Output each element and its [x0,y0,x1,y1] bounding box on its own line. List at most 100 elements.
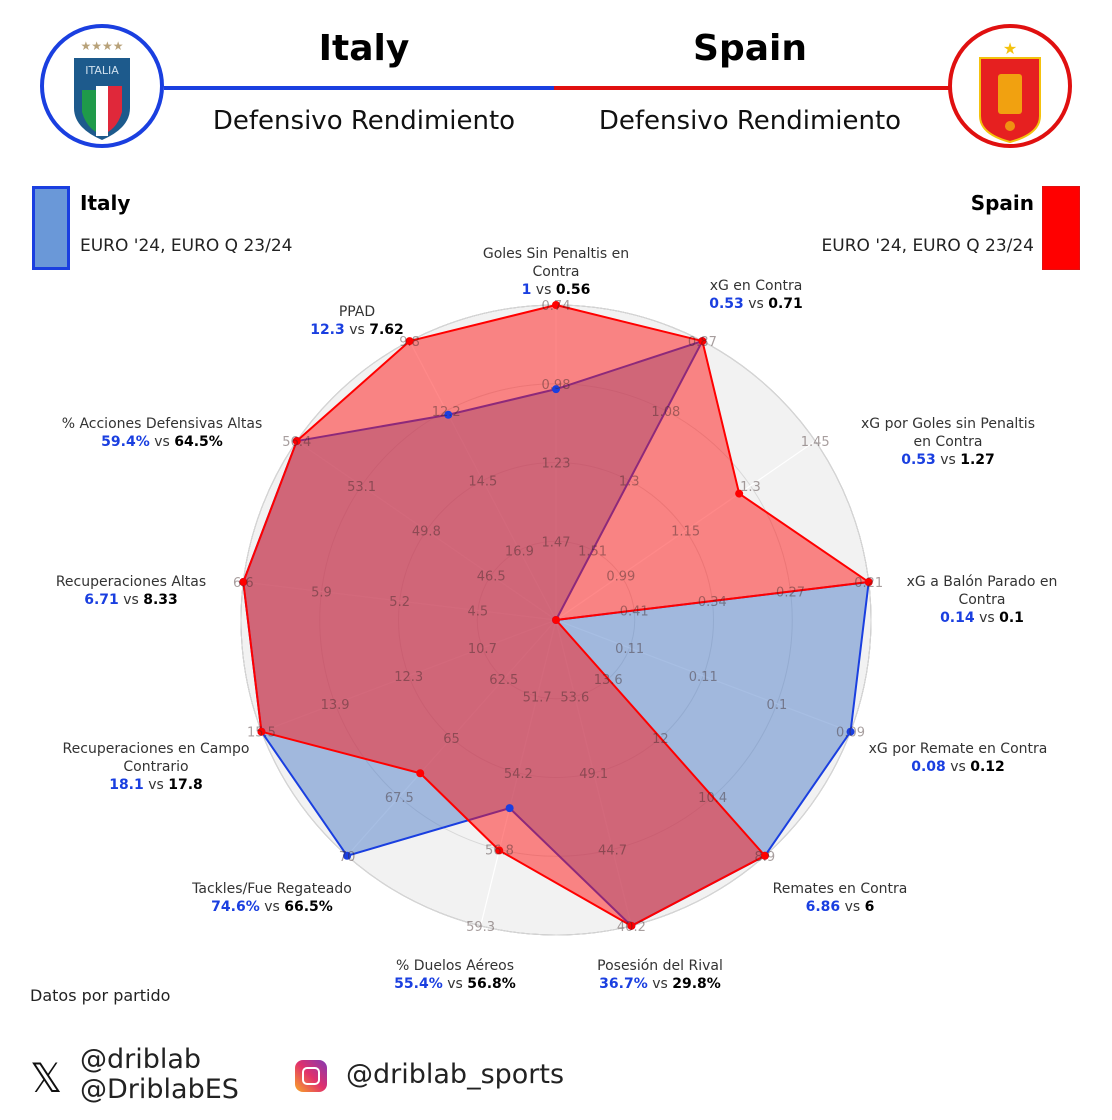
data-point-spain [292,437,301,446]
spain-value: 0.1 [999,610,1024,626]
tick-label: 1.08 [651,405,680,420]
data-point-spain [416,769,425,778]
axis-name: % Duelos Aéreos [395,958,515,974]
spain-legend-name: Spain [970,191,1034,215]
data-point-italy [444,410,453,419]
spain-value: 0.12 [970,759,1005,775]
vs-label: vs [652,976,668,992]
italy-value: 59.4% [101,434,150,450]
tick-label: 1.15 [671,525,700,540]
tick-label: 10.4 [698,791,727,806]
tick-label: 1.45 [801,435,830,450]
spain-value: 0.71 [768,296,803,312]
axis-name: % Acciones Defensivas Altas [61,416,263,432]
data-point-italy [846,727,855,736]
tick-label: 1.3 [740,480,761,495]
tick-label: 1.23 [542,457,571,472]
vs-label: vs [748,296,764,312]
tick-label: 10.7 [468,642,497,657]
spain-value: 7.62 [369,322,404,338]
italy-value: 74.6% [211,899,260,915]
italy-value: 55.4% [394,976,443,992]
axis-values: 0.08 vs 0.12 [863,758,1053,776]
spain-value: 6 [864,899,875,915]
data-point-spain [552,301,560,309]
data-point-spain [239,578,248,587]
tick-label: 0.34 [698,595,727,610]
vs-label: vs [123,592,139,608]
tick-label: 65 [443,732,460,747]
instagram-handle[interactable]: @driblab_sports [346,1059,565,1090]
tick-label: 5.9 [311,586,332,601]
tick-label: 0.1 [767,698,788,713]
tick-label: 5.2 [389,595,410,610]
tick-label: 51.7 [523,690,552,705]
tick-label: 40.2 [617,920,646,935]
vs-label: vs [979,610,995,626]
tick-label: 13.9 [321,698,350,713]
axis-values: 18.1 vs 17.8 [46,776,266,794]
tick-label: 1.3 [619,475,640,490]
vs-label: vs [148,777,164,793]
vs-label: vs [154,434,170,450]
x-handle-primary[interactable]: @driblab [80,1044,202,1075]
tick-label: 46.5 [477,569,506,584]
spain-legend-swatch [1042,186,1080,270]
italy-value: 18.1 [109,777,144,793]
vs-label: vs [844,899,861,915]
tick-label: 0.87 [688,335,717,350]
tick-label: 56.4 [282,435,311,450]
left-subtitle: Defensivo Rendimiento [212,106,516,136]
tick-label: 59.3 [466,920,495,935]
tick-label: 0.11 [689,670,718,685]
vs-label: vs [349,322,365,338]
tick-label: 0.27 [776,586,805,601]
axis-name: xG a Balón Parado en Contra [906,574,1058,608]
axis-name: xG en Contra [709,278,803,294]
axis-label: Tackles/Fue Regateado 74.6% vs 66.5% [162,880,382,916]
spain-value: 66.5% [284,899,333,915]
axis-name: xG por Goles sin Penaltis en Contra [861,416,1035,450]
axis-label: Remates en Contra 6.86 vs 6 [730,880,950,916]
tick-label: 0.41 [620,605,649,620]
data-point-italy [343,851,352,860]
spain-crest-logo: ★ [948,24,1072,148]
axis-name: PPAD [338,304,376,320]
axis-values: 1 vs 0.56 [461,281,651,299]
spain-header-line [554,86,950,90]
data-point-spain [627,921,636,930]
data-point-spain [698,337,707,346]
axis-name: Goles Sin Penaltis en Contra [482,246,630,280]
tick-label: 13.6 [594,673,623,688]
axis-label: Goles Sin Penaltis en Contra 1 vs 0.56 [461,245,651,299]
spain-value: 17.8 [168,777,203,793]
italy-value: 0.14 [940,610,975,626]
tick-label: 0.21 [854,576,883,591]
vs-label: vs [264,899,280,915]
axis-values: 55.4% vs 56.8% [345,975,565,993]
axis-name: Posesión del Rival [597,958,723,974]
x-handle-spanish[interactable]: @DriblabES [80,1074,239,1105]
axis-label: % Acciones Defensivas Altas 59.4% vs 64.5… [52,415,272,451]
italy-header-line [164,86,554,90]
tick-label: 9.8 [399,335,420,350]
italy-value: 1 [521,282,532,298]
axis-name: Recuperaciones en Campo Contrario [62,741,250,775]
tick-label: 0.99 [606,569,635,584]
instagram-icon [295,1060,327,1092]
spain-legend-competition: EURO '24, EURO Q 23/24 [821,236,1034,256]
axis-label: Recuperaciones Altas 6.71 vs 8.33 [21,573,241,609]
data-point-italy [505,804,514,813]
tick-label: 56.8 [485,843,514,858]
tick-label: 16.9 [505,544,534,559]
italy-value: 0.53 [709,296,744,312]
axis-values: 36.7% vs 29.8% [550,975,770,993]
italy-value: 6.86 [805,899,841,915]
data-point-spain [257,727,266,736]
axis-name: Remates en Contra [772,881,908,897]
axis-values: 74.6% vs 66.5% [162,898,382,916]
tick-label: 54.2 [504,767,533,782]
svg-text:ITALIA: ITALIA [85,64,119,77]
italy-value: 6.71 [84,592,119,608]
